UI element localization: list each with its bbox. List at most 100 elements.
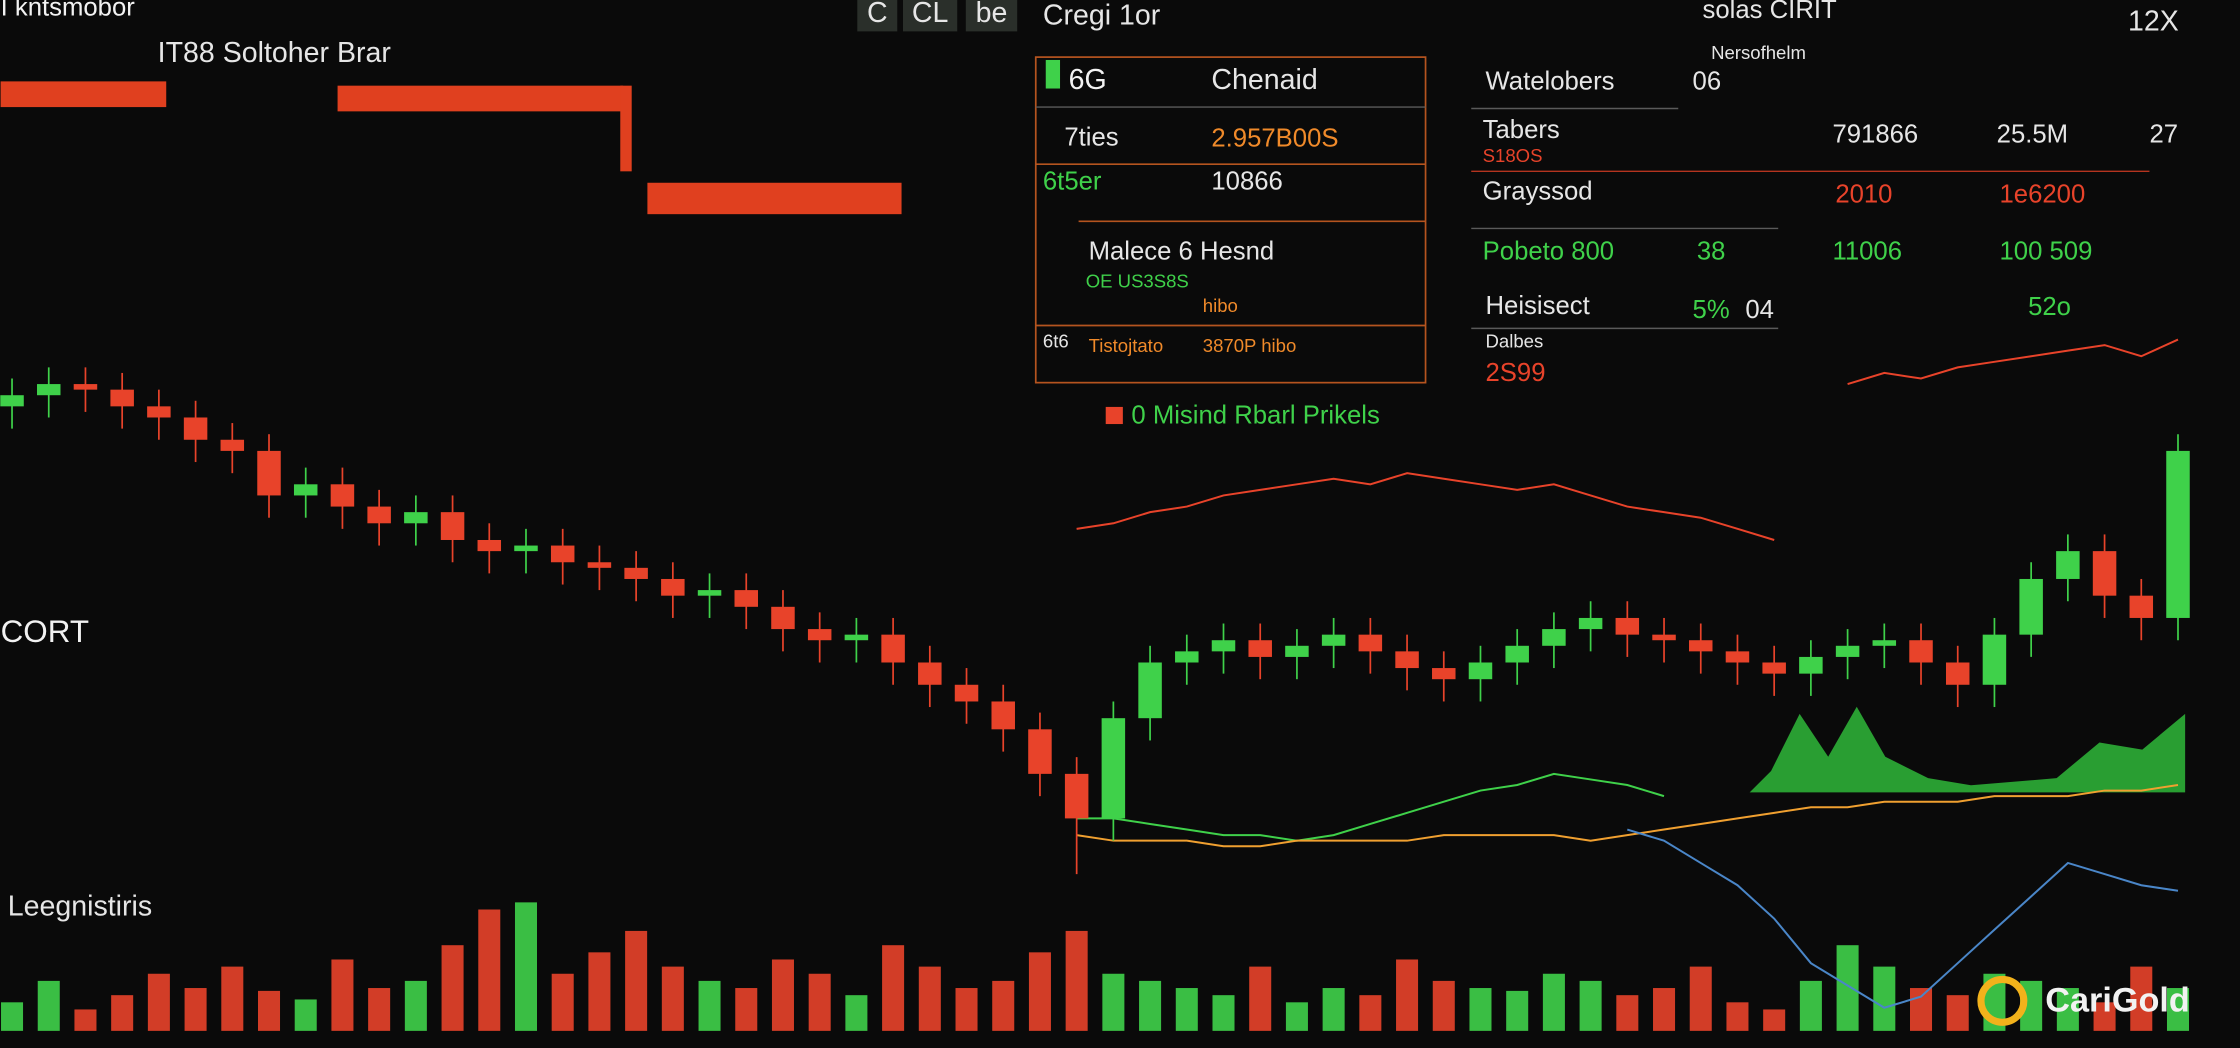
volume-bar (368, 988, 391, 1031)
candle-body (2166, 450, 2190, 618)
panel-note: 6t6 (1043, 331, 1069, 352)
candle-body (293, 484, 318, 496)
volume-bar (37, 980, 60, 1031)
top-strip (0, 81, 902, 215)
volume-bar (1, 1002, 24, 1031)
candle-body (771, 606, 795, 630)
volume-bar (404, 980, 427, 1031)
volume-bar (808, 973, 831, 1031)
candle-body (1175, 651, 1199, 663)
candle-body (844, 634, 869, 641)
volume-bar (1689, 966, 1712, 1031)
candle-body (1615, 617, 1640, 635)
table-note: Nersofhelm (1711, 42, 1806, 63)
candle-body (1505, 645, 1529, 663)
candle-body (2019, 578, 2043, 635)
cell: 2010 (1835, 180, 1892, 208)
volume-bar (74, 1009, 97, 1031)
candle-body (1138, 662, 1162, 719)
volume-bar (918, 966, 941, 1031)
toolbar-button[interactable]: C (867, 0, 888, 29)
candle-body (1285, 645, 1309, 657)
candle-body (330, 484, 355, 507)
candle-body (807, 629, 832, 641)
zoom[interactable]: 12X (2128, 5, 2179, 37)
volume-bar (1506, 990, 1529, 1031)
candle-body (440, 512, 465, 540)
candle-body (477, 539, 502, 552)
candle-body (1395, 651, 1419, 669)
table-value: 06 (1693, 68, 1722, 96)
volume-bar (1763, 1009, 1786, 1031)
cell: 04 (1745, 296, 1774, 324)
volume-bar (661, 966, 684, 1031)
candle-body (2056, 551, 2080, 579)
toolbar-button[interactable]: CL (912, 0, 948, 29)
legend-swatch (1105, 406, 1123, 425)
panel-key: 6G (1069, 64, 1107, 96)
button-bg (965, 0, 1018, 32)
info-panel (1034, 56, 1427, 384)
cell: 2S99 (1486, 359, 1546, 387)
volume-bar (2166, 988, 2190, 1031)
candle-body (514, 545, 538, 552)
candle-body (2129, 595, 2154, 618)
volume-bar (1542, 973, 1565, 1031)
cell: 52o (2028, 293, 2071, 321)
volume-bar (1616, 995, 1639, 1031)
cell: Heisisect (1486, 292, 1590, 320)
brand-logo (1977, 975, 2028, 1026)
cell: Tabers (1483, 116, 1560, 144)
candle-body (624, 567, 648, 579)
volume-bar (1799, 980, 1822, 1031)
candle-body (220, 439, 245, 451)
candle-body (1799, 656, 1823, 674)
volume-bar (1139, 980, 1162, 1031)
candle-body (587, 562, 612, 568)
candle-body (0, 395, 24, 407)
volume-bar (1946, 995, 1969, 1031)
volume-bar (588, 952, 611, 1031)
toolbar-button[interactable]: be (976, 0, 1008, 29)
strip-block (0, 81, 167, 108)
strip-block (620, 85, 632, 172)
app-name: I kntsmobor (1, 0, 136, 21)
volume-bar (294, 999, 317, 1031)
cell: 100 509 (2000, 238, 2093, 266)
panel-value: 10866 (1211, 168, 1282, 196)
candle-body (1872, 640, 1897, 646)
volume-bar (111, 995, 134, 1031)
candle-body (1945, 662, 1970, 685)
panel-key: 6t5er (1043, 168, 1102, 196)
volume-bar (1359, 995, 1382, 1031)
candle-body (1432, 668, 1456, 680)
volume-bar (2093, 1002, 2116, 1031)
candle-body (1652, 634, 1676, 641)
candle-body (734, 590, 759, 607)
candle-body (1248, 640, 1272, 657)
candle-body (1101, 718, 1126, 819)
right-histogram (1749, 706, 2186, 793)
volume-bar (1212, 995, 1235, 1031)
candle-body (1321, 634, 1346, 646)
cell: Grayssod (1483, 178, 1593, 206)
indicator-line (1627, 828, 2179, 1009)
candle-body (2092, 551, 2117, 596)
volume-bar (551, 973, 574, 1031)
panel-note: hibo (1203, 295, 1238, 316)
volume-bar (1726, 1002, 1749, 1031)
volume-bar (1065, 930, 1088, 1031)
cell: 1e6200 (2000, 180, 2086, 208)
panel-value: Chenaid (1211, 64, 1317, 96)
candle-body (1542, 629, 1566, 646)
button-bg (857, 0, 898, 32)
candle-body (73, 384, 98, 390)
volume-bar (257, 990, 281, 1031)
volume-bar (2056, 988, 2079, 1031)
candle-body (147, 406, 171, 418)
candle-body (918, 662, 942, 685)
volume-bar (1102, 973, 1125, 1031)
volume-bar (845, 995, 868, 1031)
candle-body (1211, 640, 1236, 652)
